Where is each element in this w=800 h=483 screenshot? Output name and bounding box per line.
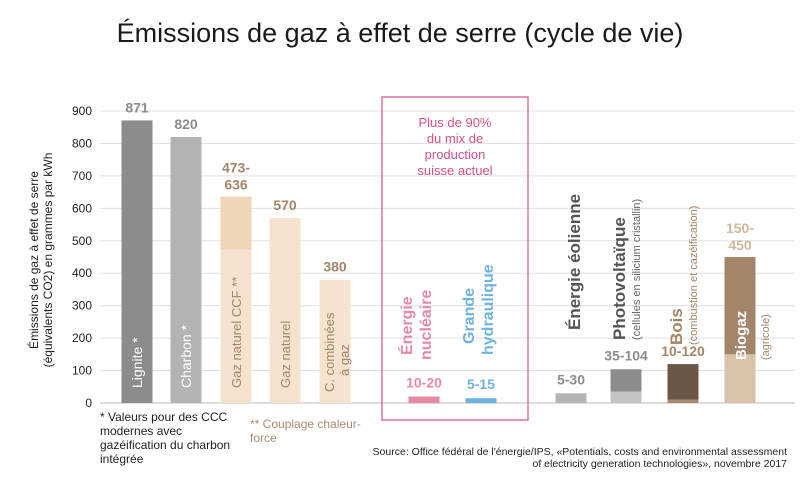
category-sublabel: (combustion et cazéification) (688, 206, 700, 345)
y-tick-label: 700 (72, 169, 92, 183)
bar (121, 120, 153, 404)
category-label: C. combinées (322, 312, 337, 392)
bar-range-high (667, 364, 699, 400)
category-label: Photovoltaïque (610, 217, 629, 340)
category-label: Énergie éolienne (565, 194, 584, 330)
category-label: Gaz naturel (278, 321, 293, 388)
bar-range-low (610, 391, 642, 403)
value-label: 473- (222, 160, 250, 176)
category-label: Charbon * (178, 324, 194, 388)
bar (465, 398, 497, 403)
value-label: 5-30 (557, 371, 585, 387)
highlight-text: du mix de (427, 131, 483, 146)
value-label: 570 (273, 197, 297, 213)
y-tick-label: 400 (72, 266, 92, 280)
bar-range-high (220, 196, 252, 250)
category-sublabel: (agricole) (760, 314, 772, 360)
highlight-box (381, 96, 529, 421)
footnote-ccf: ** Couplage chaleur-force (250, 417, 361, 445)
value-label: 380 (323, 259, 347, 275)
y-tick-label: 900 (72, 104, 92, 118)
value-label: 35-104 (604, 347, 648, 363)
category-label: à gaz (337, 344, 352, 376)
value-label: 150- (726, 220, 754, 236)
category-label: Énergie (397, 296, 416, 355)
value-label: 10-120 (661, 343, 705, 359)
category-label: nucléaire (418, 290, 435, 360)
y-tick-label: 800 (72, 136, 92, 150)
y-tick-label: 100 (72, 364, 92, 378)
bar (170, 136, 202, 403)
value-label: 820 (174, 116, 198, 132)
value-label: 636 (224, 177, 248, 193)
highlight-text: suisse actuel (417, 163, 492, 178)
y-tick-label: 600 (72, 201, 92, 215)
y-tick-label: 0 (85, 396, 92, 410)
source-note: Source: Office fédéral de l'énergie/IPS,… (372, 446, 787, 470)
value-label: 450 (728, 237, 752, 253)
value-label: 871 (125, 99, 149, 115)
bar-range-low (220, 249, 252, 403)
category-label: hydraulique (480, 264, 497, 355)
bar-range-low (724, 354, 756, 403)
footnote-ccc: * Valeurs pour des CCC modernes avec gaz… (100, 410, 231, 466)
y-tick-label: 200 (72, 331, 92, 345)
bar (555, 393, 587, 403)
value-label: 5-15 (467, 376, 495, 392)
category-label: Bois (667, 308, 686, 345)
category-label: Biogaz (733, 311, 750, 360)
chart-title: Émissions de gaz à effet de serre (cycle… (116, 18, 684, 48)
value-label: 10-20 (406, 375, 442, 391)
bar-range-low (667, 399, 699, 403)
category-sublabel: (cellules en silicium cristallin) (631, 199, 643, 340)
y-tick-label: 500 (72, 234, 92, 248)
category-label: Gaz naturel CCF ** (229, 277, 244, 388)
bar-range-high (610, 369, 642, 392)
bar (269, 218, 301, 403)
y-tick-label: 300 (72, 299, 92, 313)
bar (319, 279, 351, 403)
bar-range-high (724, 257, 756, 355)
category-label: Lignite * (129, 337, 145, 388)
highlight-text: Plus de 90% (419, 115, 492, 130)
highlight-text: production (425, 147, 486, 162)
bar (408, 396, 440, 403)
category-label: Grande (461, 288, 478, 344)
